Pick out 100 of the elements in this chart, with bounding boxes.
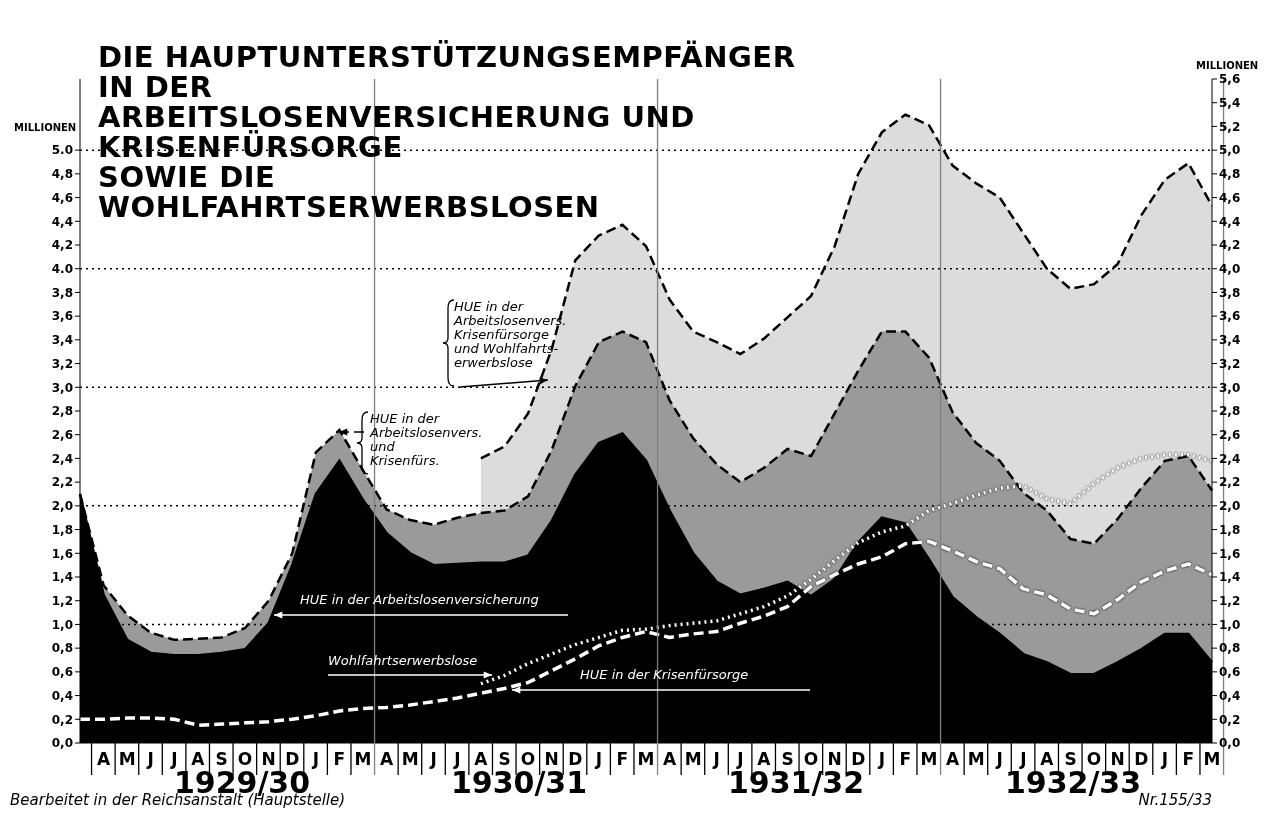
x-tick-label: O (803, 749, 819, 769)
y-tick-label: 3,2 (51, 356, 73, 371)
y-tick-label: 0,6 (51, 665, 73, 680)
y-tick-label: 1,8 (51, 522, 73, 537)
y2-tick-label: 3,2 (1219, 356, 1241, 371)
x-tick-label: J (877, 749, 885, 769)
x-tick-label: D (568, 749, 583, 769)
x-tick-label: A (97, 749, 111, 769)
y2-tick-label: 0,6 (1219, 665, 1241, 680)
x-tick-label: S (498, 749, 511, 769)
y-tick-label: 5.0 (51, 143, 73, 158)
y2-tick-label: 3,4 (1219, 333, 1241, 348)
x-tick-label: D (1134, 749, 1149, 769)
x-tick-label: A (474, 749, 489, 769)
y-tick-label: 0,4 (51, 688, 73, 703)
x-tick-label: F (1182, 749, 1195, 769)
y-tick-label: 1,6 (51, 546, 73, 561)
x-tick-label: J (311, 749, 319, 769)
y2-tick-label: 5,6 (1219, 72, 1241, 87)
y2-tick-label: 5,4 (1219, 95, 1241, 110)
x-tick-label: J (1160, 749, 1168, 769)
y2-tick-label: 5,0 (1219, 143, 1241, 158)
y2-tick-label: 3,6 (1219, 309, 1241, 324)
text: DIE HAUPTUNTERSTÜTZUNGSEMPFÄNGER IN DER ARBEITSLOSENVERSICHERUNG UND KRISENFÜRSORGE SOWIE DIE WOHLFAHRTSERWERBSLOSEN (98, 40, 796, 224)
y2-tick-label: 1,8 (1219, 522, 1241, 537)
y2-tick-label: 2,0 (1219, 499, 1241, 514)
y2-tick-label: 4,4 (1219, 214, 1241, 229)
y2-tick-label: 4,8 (1219, 167, 1241, 182)
y-tick-label: 0,2 (51, 712, 73, 727)
y2-tick-label: 1,4 (1219, 570, 1241, 585)
y-tick-label: 2,0 (51, 499, 73, 514)
y2-tick-label: 3,0 (1219, 380, 1241, 395)
legend-label: HUE in der Arbeitslosenvers. und Krisenfürs. (370, 411, 483, 468)
y-tick-label: 4,8 (51, 167, 73, 182)
series-label: HUE in der Krisenfürsorge (580, 667, 750, 682)
x-tick-label: M (637, 749, 655, 769)
y2-tick-label: 1,2 (1219, 593, 1241, 608)
x-tick-label: M (967, 749, 985, 769)
x-tick-label: M (920, 749, 938, 769)
x-tick-label: J (429, 749, 437, 769)
y2-tick-label: 0,0 (1219, 736, 1241, 751)
x-tick-label: J (594, 749, 602, 769)
series-label: HUE in der Arbeitslosenvers. Krisenfürsorge und Wohlfahrts-erwerbslose (454, 299, 568, 370)
y-tick-label: 1,2 (51, 593, 73, 608)
x-tick-label: A (191, 749, 206, 769)
x-tick-label: S (781, 749, 794, 769)
x-tick-label: O (1086, 749, 1102, 769)
series-label: HUE in der Arbeitslosenversicherung (300, 592, 540, 607)
x-tick-label: S (215, 749, 228, 769)
y-tick-label: 4,2 (51, 238, 73, 253)
y-tick-label: 0,8 (51, 641, 73, 656)
y-tick-label: 3,8 (51, 285, 73, 300)
y-axis-title: MILLIONEN (14, 122, 77, 133)
x-tick-label: N (544, 749, 559, 769)
x-tick-label: M (684, 749, 702, 769)
y-tick-label: 4,6 (51, 190, 73, 205)
y2-tick-label: 2,6 (1219, 427, 1241, 442)
x-tick-label: A (380, 749, 394, 769)
x-tick-label: J (146, 749, 154, 769)
y2-tick-label: 2,2 (1219, 475, 1241, 490)
y2-axis-title: MILLIONEN (1196, 60, 1259, 71)
y2-tick-label: 5,2 (1219, 119, 1241, 134)
y2-tick-label: 1,6 (1219, 546, 1241, 561)
x-tick-label: A (663, 749, 677, 769)
x-tick-label: M (1203, 749, 1221, 769)
y2-tick-label: 0,8 (1219, 641, 1241, 656)
y-tick-label: 2,8 (51, 404, 73, 419)
y-tick-label: 3,6 (51, 309, 73, 324)
series-label: Wohlfahrtserwerbslose (328, 653, 479, 668)
x-tick-label: M (354, 749, 372, 769)
x-tick-label: O (237, 749, 253, 769)
x-tick-label: O (520, 749, 536, 769)
y-tick-label: 2,2 (51, 475, 73, 490)
y2-tick-label: 0,4 (1219, 688, 1241, 703)
y2-tick-label: 3,8 (1219, 285, 1241, 300)
y-tick-label: 1,4 (51, 570, 73, 585)
y2-tick-label: 2,4 (1219, 451, 1241, 466)
x-tick-label: D (285, 749, 300, 769)
y-tick-label: 4.0 (51, 261, 73, 276)
x-tick-label: N (1110, 749, 1125, 769)
y-tick-label: 2,6 (51, 427, 73, 442)
x-tick-label: F (333, 749, 346, 769)
x-tick-label: A (757, 749, 772, 769)
y2-tick-label: 2,8 (1219, 404, 1241, 419)
y2-tick-label: 4,6 (1219, 190, 1241, 205)
x-tick-label: A (946, 749, 960, 769)
y-tick-label: 1,0 (51, 617, 73, 632)
x-tick-label: J (995, 749, 1003, 769)
x-tick-label: J (712, 749, 720, 769)
x-tick-label: D (851, 749, 866, 769)
x-tick-label: J (170, 749, 178, 769)
y2-tick-label: 4,0 (1219, 261, 1241, 276)
x-tick-label: N (827, 749, 842, 769)
y2-tick-label: 1,0 (1219, 617, 1241, 632)
y2-tick-label: 4,2 (1219, 238, 1241, 253)
x-tick-label: F (899, 749, 912, 769)
x-tick-label: F (616, 749, 629, 769)
x-tick-label: N (261, 749, 276, 769)
x-tick-label: M (118, 749, 136, 769)
y-tick-label: 3,4 (51, 333, 73, 348)
